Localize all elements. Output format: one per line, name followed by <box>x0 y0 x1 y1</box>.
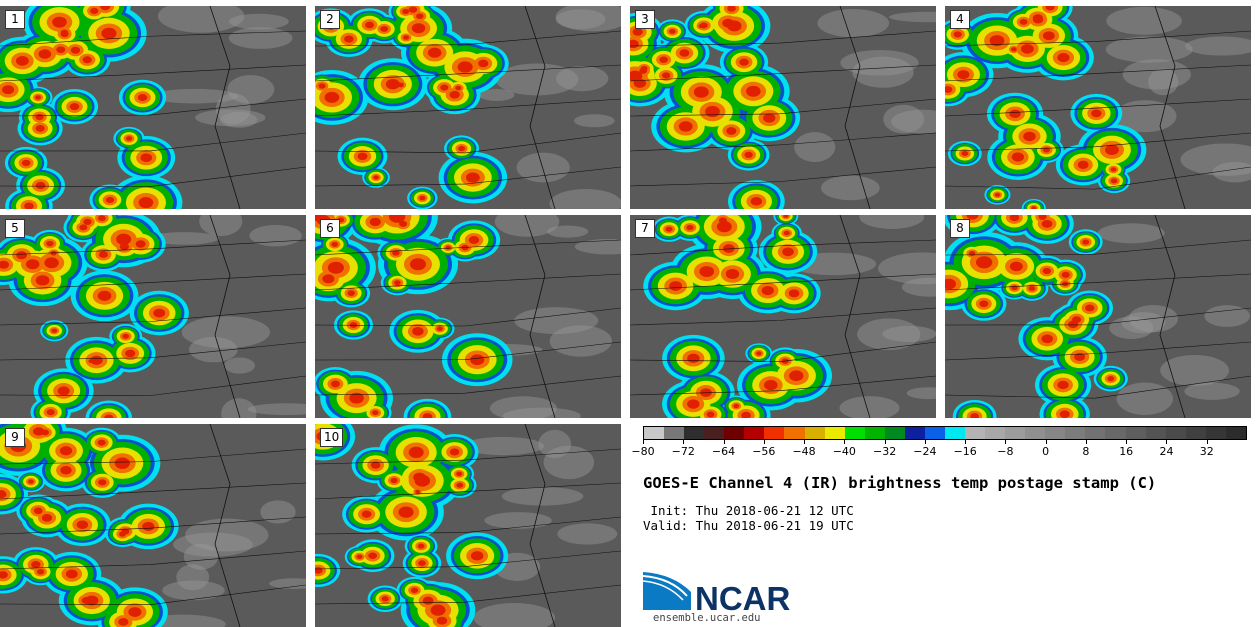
satellite-ir-image <box>0 424 306 627</box>
panel-number-label: 7 <box>635 219 655 238</box>
forecast-panel-6: 6 <box>315 215 621 418</box>
colorbar-tick <box>844 440 846 444</box>
colorbar-tick-label: 24 <box>1159 445 1174 458</box>
colorbar-swatch <box>1045 427 1066 439</box>
colorbar-swatch <box>1085 427 1106 439</box>
forecast-panel-8: 8 <box>945 215 1251 418</box>
colorbar-swatch <box>1225 427 1246 439</box>
panel-number-label: 1 <box>5 10 25 29</box>
colorbar-tick <box>965 440 967 444</box>
temperature-colorbar <box>643 426 1247 440</box>
colorbar-swatch <box>985 427 1006 439</box>
colorbar-swatch <box>764 427 785 439</box>
colorbar-tick <box>1085 440 1087 444</box>
colorbar-tick-label: 32 <box>1199 445 1214 458</box>
colorbar-tick <box>804 440 806 444</box>
satellite-ir-image <box>315 215 621 418</box>
colorbar-tick-label: −32 <box>872 445 897 458</box>
panel-number-label: 6 <box>320 219 340 238</box>
colorbar-swatch <box>1125 427 1146 439</box>
colorbar-swatch <box>1005 427 1026 439</box>
panel-number-label: 9 <box>5 428 25 447</box>
colorbar-tick <box>643 440 644 444</box>
colorbar-swatch <box>724 427 745 439</box>
colorbar-tick-label: 16 <box>1119 445 1134 458</box>
colorbar-swatch <box>644 427 665 439</box>
colorbar-tick <box>763 440 765 444</box>
colorbar-swatch <box>1065 427 1086 439</box>
website-url: ensemble.ucar.edu <box>653 612 761 624</box>
panel-number-label: 5 <box>5 219 25 238</box>
colorbar-swatch <box>824 427 845 439</box>
init-time-text: Init: Thu 2018-06-21 12 UTC <box>643 503 854 518</box>
valid-time-text: Valid: Thu 2018-06-21 19 UTC <box>643 518 854 533</box>
satellite-ir-image <box>630 215 936 418</box>
colorbar-tick-label: 8 <box>1082 445 1090 458</box>
colorbar-swatch <box>664 427 685 439</box>
forecast-panel-9: 9 <box>0 424 306 627</box>
ncar-logo-text: NCAR <box>695 580 790 614</box>
colorbar-swatch <box>784 427 805 439</box>
colorbar-swatch <box>884 427 905 439</box>
colorbar-tick <box>1045 440 1047 444</box>
satellite-ir-image <box>315 424 621 627</box>
colorbar-tick <box>924 440 926 444</box>
forecast-panel-7: 7 <box>630 215 936 418</box>
colorbar-swatch <box>744 427 765 439</box>
colorbar-tick-label: 0 <box>1042 445 1050 458</box>
forecast-panel-2: 2 <box>315 6 621 209</box>
colorbar-tick-label: −72 <box>671 445 695 458</box>
figure-title: GOES-E Channel 4 (IR) brightness temp po… <box>643 474 1157 492</box>
panel-number-label: 2 <box>320 10 340 29</box>
colorbar-tick-label: −24 <box>913 445 937 458</box>
colorbar-swatch <box>804 427 825 439</box>
panel-number-label: 10 <box>320 428 344 447</box>
forecast-panel-5: 5 <box>0 215 306 418</box>
ncar-logo: NCAR <box>643 572 790 614</box>
colorbar-tick <box>1126 440 1128 444</box>
colorbar-tick-label: −40 <box>832 445 856 458</box>
satellite-ir-image <box>630 6 936 209</box>
colorbar-swatch <box>1025 427 1046 439</box>
colorbar-tick-label: −64 <box>711 445 736 458</box>
colorbar-swatch <box>1145 427 1166 439</box>
satellite-ir-image <box>945 215 1251 418</box>
colorbar-swatch <box>684 427 705 439</box>
colorbar-tick-label: −80 <box>631 445 655 458</box>
colorbar-tick-label: −8 <box>997 445 1014 458</box>
colorbar-tick <box>1206 440 1208 444</box>
colorbar-tick-label: −48 <box>792 445 816 458</box>
colorbar-swatch <box>1205 427 1226 439</box>
colorbar-swatch <box>704 427 725 439</box>
forecast-panel-1: 1 <box>0 6 306 209</box>
satellite-ir-image <box>0 215 306 418</box>
colorbar-tick-label: −56 <box>752 445 776 458</box>
panel-number-label: 4 <box>950 10 970 29</box>
colorbar-swatch <box>844 427 865 439</box>
colorbar-swatch <box>924 427 945 439</box>
satellite-ir-image <box>945 6 1251 209</box>
colorbar-tick <box>884 440 886 444</box>
panel-number-label: 3 <box>635 10 655 29</box>
colorbar-tick <box>1166 440 1168 444</box>
satellite-ir-image <box>0 6 306 209</box>
panel-number-label: 8 <box>950 219 970 238</box>
colorbar-swatch <box>965 427 986 439</box>
colorbar-tick <box>683 440 685 444</box>
colorbar-tick-labels: −80 −72 −64 −56 −48 −40 −32 −24 −16 −8 0 8 16 24 32 <box>631 440 1247 460</box>
satellite-ir-image <box>315 6 621 209</box>
colorbar-swatch <box>1105 427 1126 439</box>
colorbar-swatch <box>864 427 885 439</box>
colorbar-swatch <box>944 427 965 439</box>
forecast-panel-4: 4 <box>945 6 1251 209</box>
colorbar-swatch <box>1165 427 1186 439</box>
colorbar-tick <box>1005 440 1007 444</box>
colorbar-swatch <box>1185 427 1206 439</box>
colorbar-tick-label: −16 <box>953 445 977 458</box>
forecast-panel-10: 10 <box>315 424 621 627</box>
colorbar-tick <box>723 440 725 444</box>
forecast-panel-3: 3 <box>630 6 936 209</box>
colorbar-swatch <box>904 427 925 439</box>
